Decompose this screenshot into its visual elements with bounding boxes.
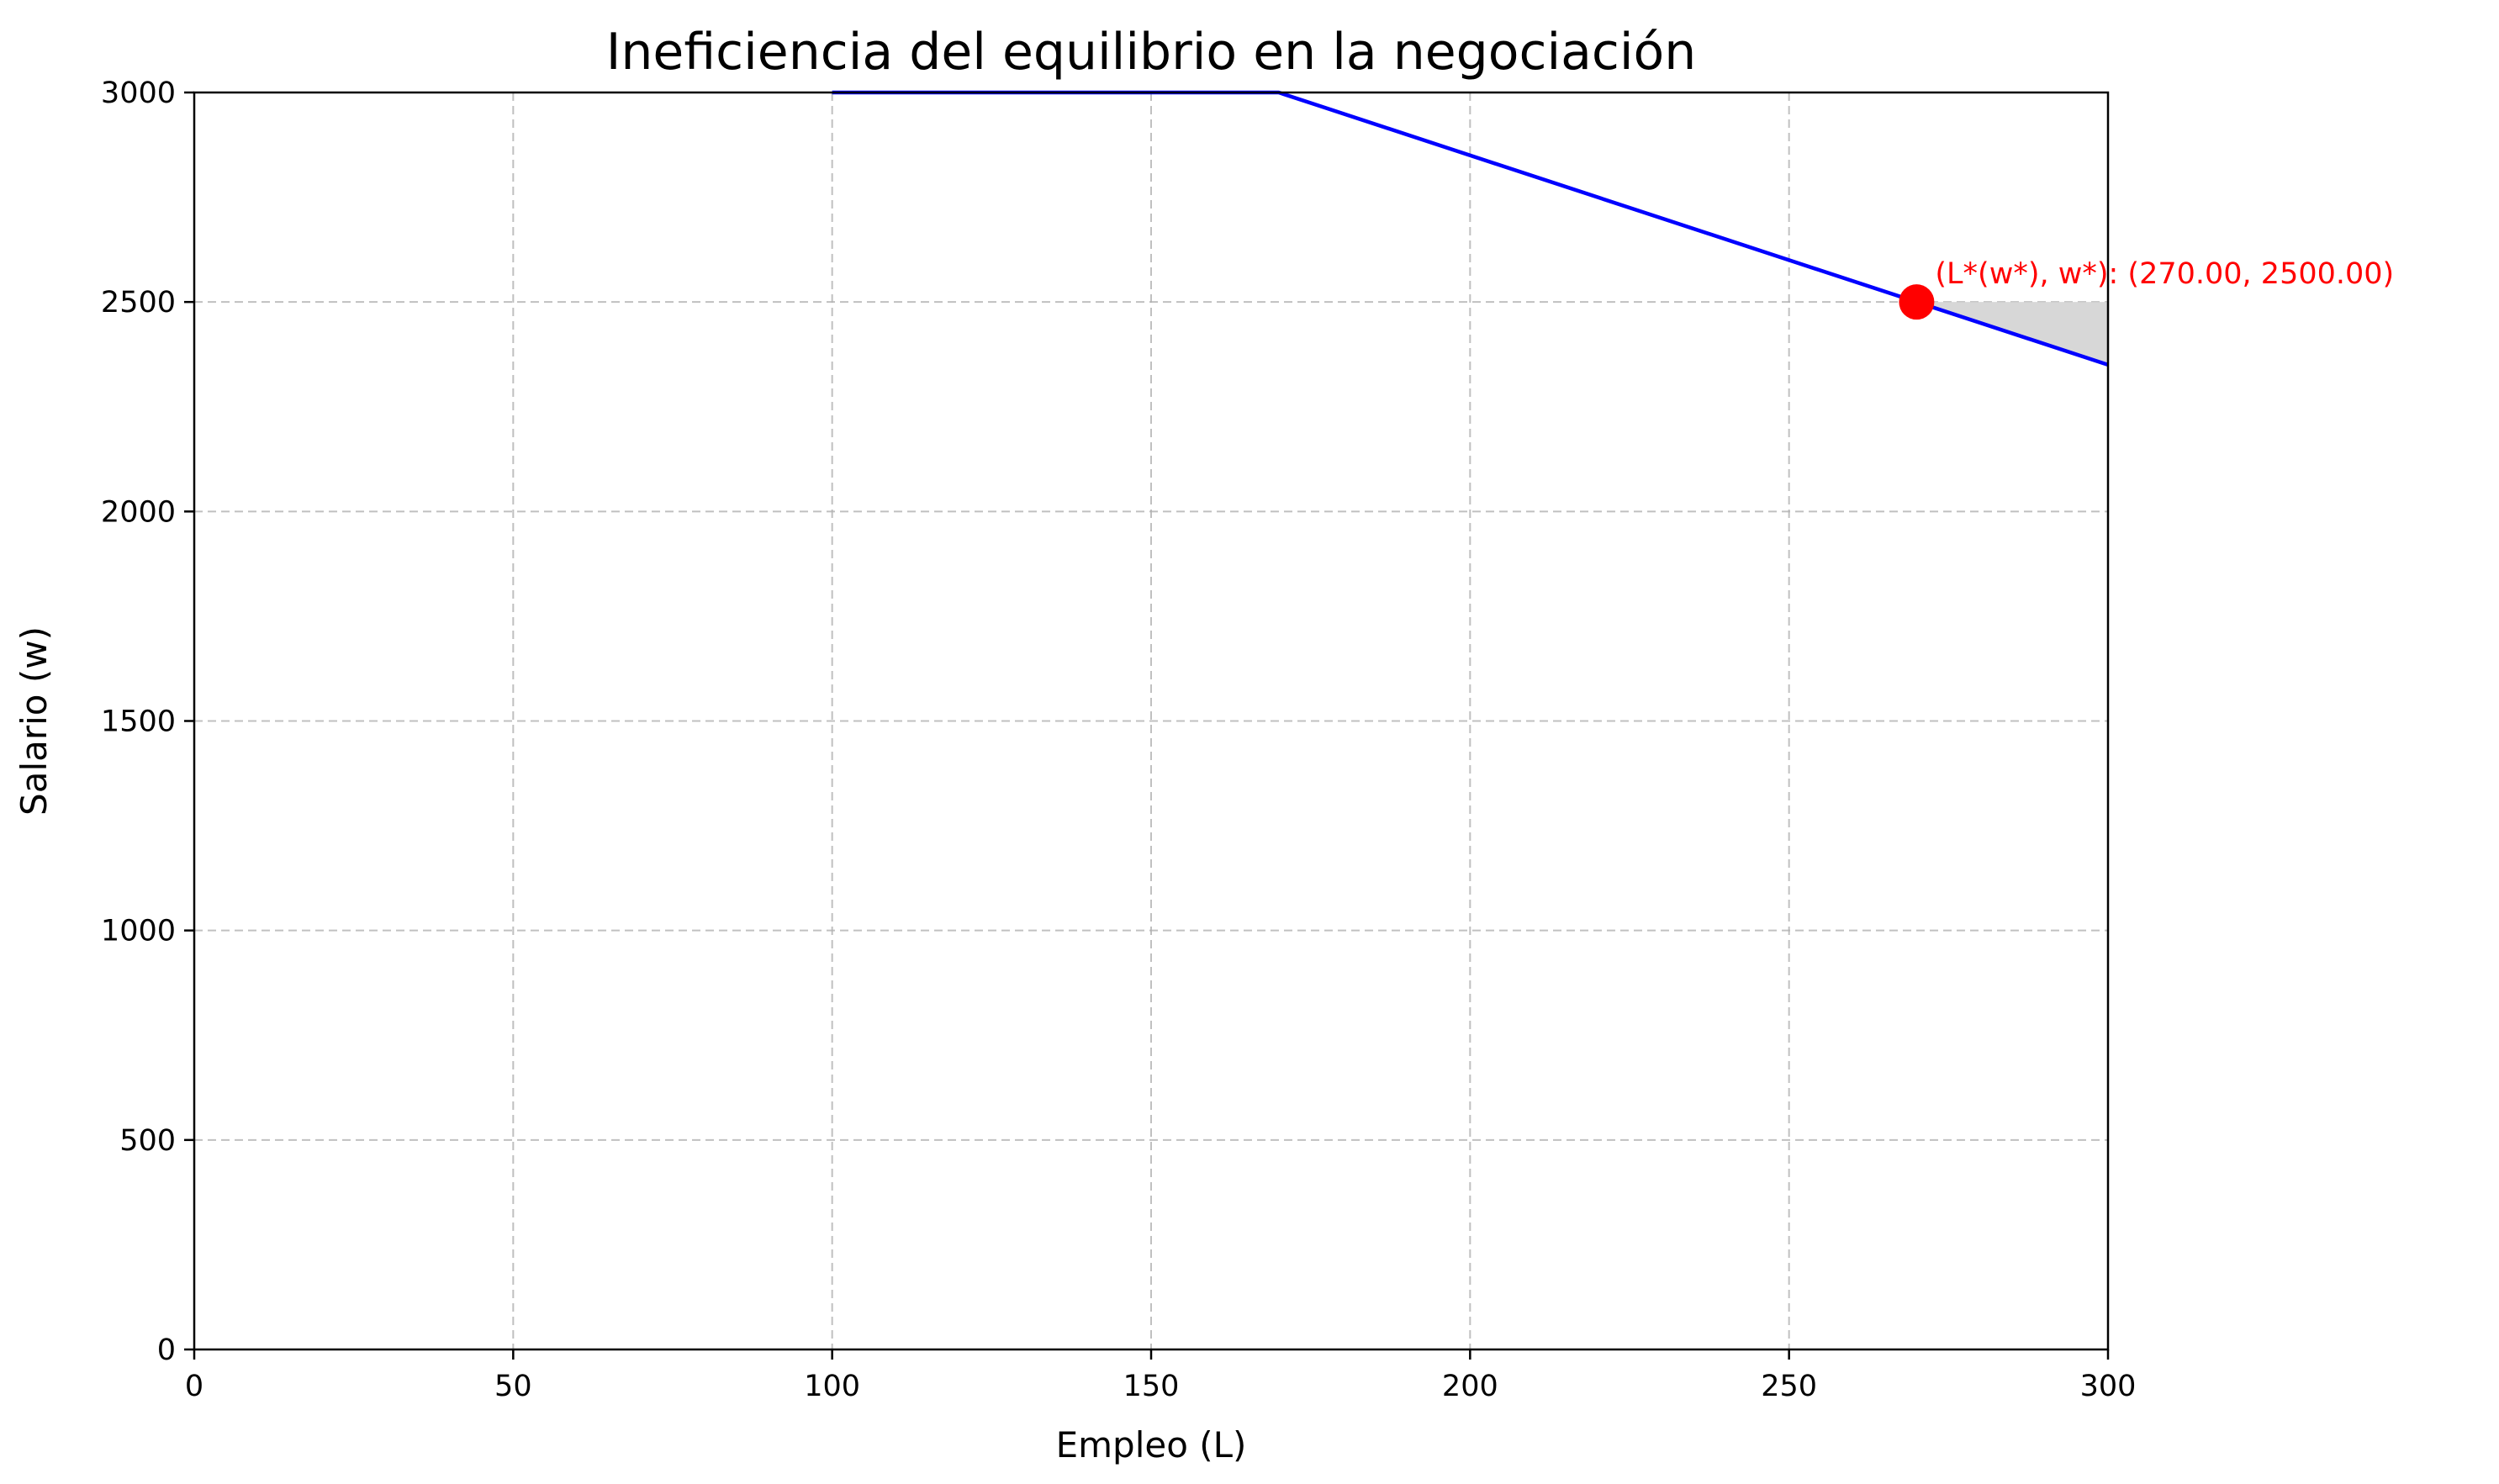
- x-tick-label: 50: [494, 1370, 532, 1403]
- ticks-group: 0 50 100 150 200 250 3000500100015002000250030…: [101, 77, 2136, 1403]
- y-tick-label: 0: [157, 1333, 176, 1367]
- y-tick-label: 1500: [101, 705, 176, 739]
- y-tick-label: 2000: [101, 495, 176, 529]
- y-tick-label: 3000: [101, 77, 176, 110]
- x-tick-label: 200: [1442, 1370, 1498, 1403]
- x-tick-label: 100: [804, 1370, 860, 1403]
- chart-title: Ineficiencia del equilibrio en la negoci…: [606, 23, 1697, 82]
- equilibrium-point-label: (L*(w*), w*): (270.00, 2500.00): [1935, 257, 2394, 291]
- x-tick-label: 0: [185, 1370, 203, 1403]
- equilibrium-point: [1899, 284, 1935, 320]
- y-axis-label: Salario (w): [13, 626, 55, 816]
- y-tick-label: 500: [119, 1124, 176, 1158]
- y-tick-label: 1000: [101, 915, 176, 948]
- x-tick-label: 250: [1761, 1370, 1817, 1403]
- y-tick-label: 2500: [101, 286, 176, 320]
- points-group: (L*(w*), w*): (270.00, 2500.00): [1899, 257, 2394, 320]
- x-tick-label: 150: [1123, 1370, 1180, 1403]
- x-tick-label: 300: [2080, 1370, 2137, 1403]
- x-axis-label: Empleo (L): [1056, 1424, 1247, 1466]
